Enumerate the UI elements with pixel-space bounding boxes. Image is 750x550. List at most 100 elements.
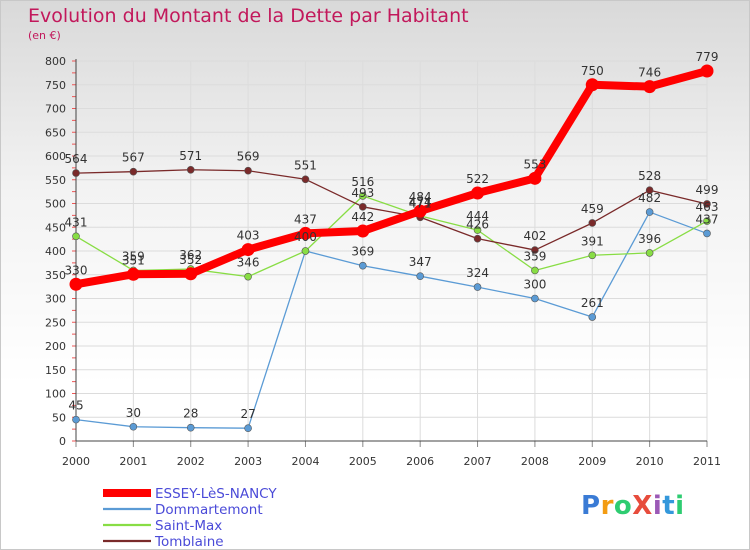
data-label: 362 — [179, 248, 202, 262]
logo-letter: r — [600, 491, 614, 521]
logo-letter: o — [613, 491, 633, 521]
series-line-saint-max — [75, 195, 708, 278]
data-label: 463 — [696, 200, 719, 214]
data-label: 261 — [581, 296, 604, 310]
data-point-essey-l-s-nancy — [356, 224, 370, 238]
data-point-saint-max — [531, 266, 539, 275]
data-label: 347 — [409, 255, 432, 269]
y-tick-label: 200 — [45, 340, 66, 353]
y-tick-label: 0 — [59, 435, 66, 448]
chart-title: Evolution du Montant de la Dette par Hab… — [28, 5, 469, 27]
x-tick-label: 2002 — [177, 455, 205, 468]
data-point-dommartemont — [531, 294, 539, 303]
logo-letter: i — [652, 491, 663, 521]
data-label: 442 — [351, 210, 374, 224]
y-tick-label: 450 — [45, 221, 66, 234]
data-point-saint-max — [301, 247, 310, 255]
data-label: 482 — [638, 191, 661, 205]
data-label: 499 — [696, 183, 719, 197]
data-label: 437 — [696, 212, 719, 226]
data-point-essey-l-s-nancy — [413, 204, 427, 218]
data-label: 403 — [237, 229, 260, 243]
data-label: 330 — [65, 263, 88, 277]
y-tick-label: 750 — [45, 79, 66, 92]
x-tick-label: 2001 — [119, 455, 147, 468]
y-tick-label: 250 — [45, 316, 66, 329]
data-point-dommartemont — [359, 261, 367, 270]
series-line-essey-l-s-nancy — [72, 66, 711, 289]
data-point-dommartemont — [129, 422, 138, 431]
data-label: 400 — [294, 230, 317, 244]
y-tick-label: 100 — [45, 388, 66, 401]
series-line-dommartemont — [75, 211, 708, 429]
data-label: 471 — [409, 196, 432, 210]
data-point-tomblaine — [72, 169, 80, 177]
data-label: 27 — [240, 407, 255, 421]
legend-label-tomblaine: Tomblaine — [154, 534, 224, 549]
data-label: 567 — [122, 151, 145, 165]
y-tick-label: 800 — [45, 55, 66, 68]
legend-label-essey-l-s-nancy: ESSEY-LèS-NANCY — [155, 486, 277, 502]
data-point-dommartemont — [186, 423, 195, 432]
logo-letter: t — [662, 491, 676, 521]
y-tick-label: 150 — [45, 364, 66, 377]
x-tick-label: 2009 — [578, 455, 606, 468]
data-point-tomblaine — [359, 203, 367, 211]
data-point-tomblaine — [588, 219, 597, 227]
data-point-saint-max — [703, 217, 711, 225]
data-point-saint-max — [588, 251, 597, 260]
data-point-tomblaine — [473, 234, 482, 243]
data-label: 571 — [179, 149, 202, 163]
data-point-essey-l-s-nancy — [184, 267, 198, 281]
data-point-dommartemont — [72, 415, 80, 424]
y-tick-label: 550 — [45, 174, 66, 187]
data-point-tomblaine — [645, 186, 654, 194]
data-point-dommartemont — [473, 283, 482, 291]
y-tick-label: 500 — [45, 198, 66, 211]
data-label: 346 — [237, 256, 260, 270]
data-label: 437 — [294, 212, 317, 226]
x-tick-label: 2011 — [693, 455, 721, 468]
data-point-tomblaine — [531, 246, 539, 254]
proxiti-logo: ProXiti — [581, 491, 685, 521]
data-label: 564 — [65, 152, 88, 166]
x-tick-label: 2007 — [464, 455, 492, 468]
x-tick-label: 2004 — [291, 455, 319, 468]
data-label: 369 — [351, 245, 374, 259]
data-label: 28 — [183, 407, 198, 421]
data-label: 746 — [638, 66, 661, 80]
series-line-tomblaine — [75, 169, 708, 251]
data-label: 426 — [466, 218, 489, 232]
data-point-essey-l-s-nancy — [700, 64, 714, 78]
data-label: 474 — [409, 195, 432, 209]
data-point-tomblaine — [301, 175, 310, 184]
data-point-essey-l-s-nancy — [528, 171, 542, 185]
data-label: 522 — [466, 172, 489, 186]
data-label: 391 — [581, 234, 604, 248]
data-point-essey-l-s-nancy — [643, 80, 657, 94]
data-label: 359 — [122, 249, 145, 263]
logo-letter: P — [581, 491, 601, 521]
data-point-saint-max — [645, 249, 654, 257]
data-label: 459 — [581, 202, 604, 216]
data-label: 493 — [351, 186, 374, 200]
data-label: 45 — [68, 399, 83, 413]
data-label: 528 — [638, 169, 661, 183]
y-tick-label: 50 — [52, 411, 66, 424]
y-tick-label: 700 — [45, 103, 66, 116]
data-label: 551 — [294, 158, 317, 172]
data-label: 553 — [523, 157, 546, 171]
data-label: 431 — [65, 215, 88, 229]
y-tick-label: 300 — [45, 293, 66, 306]
data-point-essey-l-s-nancy — [69, 277, 83, 291]
logo-letter: X — [632, 491, 653, 521]
data-label: 359 — [523, 249, 546, 263]
data-point-dommartemont — [244, 424, 252, 432]
data-label: 750 — [581, 64, 604, 78]
logo-letter: i — [675, 491, 685, 521]
data-label: 444 — [466, 209, 489, 223]
x-tick-label: 2006 — [406, 455, 434, 468]
data-point-saint-max — [244, 272, 252, 281]
